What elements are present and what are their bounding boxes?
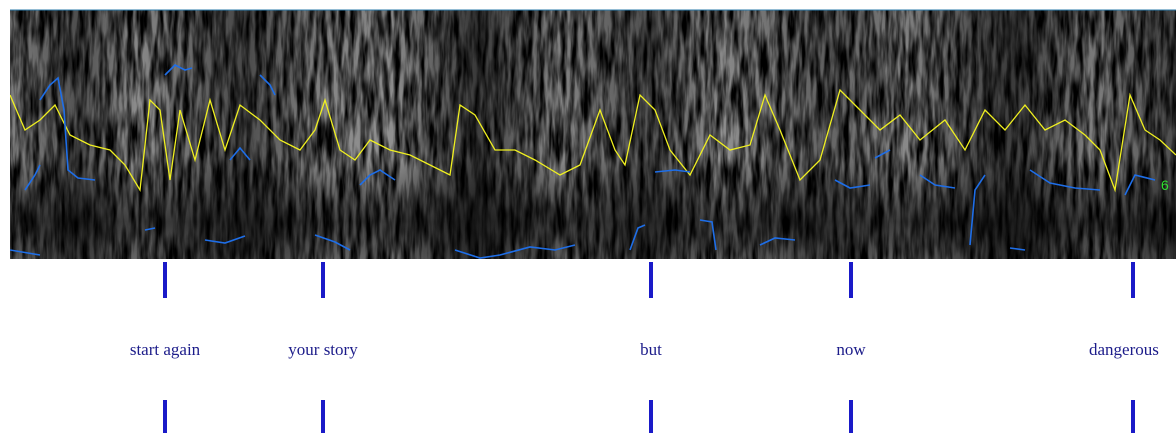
tier-label: your story bbox=[288, 340, 358, 359]
boundary-mark bbox=[163, 262, 167, 298]
boundary-mark bbox=[163, 400, 167, 433]
boundary-mark bbox=[1131, 262, 1135, 298]
tier-label: start again bbox=[130, 340, 201, 359]
tier-label: dangerous bbox=[1089, 340, 1159, 359]
boundary-mark bbox=[649, 262, 653, 298]
spectrogram: 6 bbox=[10, 10, 1176, 259]
tier-label: but bbox=[640, 340, 662, 359]
boundary-mark bbox=[321, 262, 325, 298]
tier-marks bbox=[163, 262, 1135, 433]
boundary-mark bbox=[1131, 400, 1135, 433]
overlay-label: 6 bbox=[1161, 177, 1169, 193]
formant-tracks bbox=[10, 64, 1156, 259]
tier-labels: start again your story but now dangerous bbox=[130, 340, 1159, 359]
tier-label: now bbox=[836, 340, 866, 359]
boundary-mark bbox=[321, 400, 325, 433]
pitch-track bbox=[10, 88, 1176, 193]
boundary-mark bbox=[649, 400, 653, 433]
boundary-mark bbox=[849, 400, 853, 433]
boundary-mark bbox=[849, 262, 853, 298]
